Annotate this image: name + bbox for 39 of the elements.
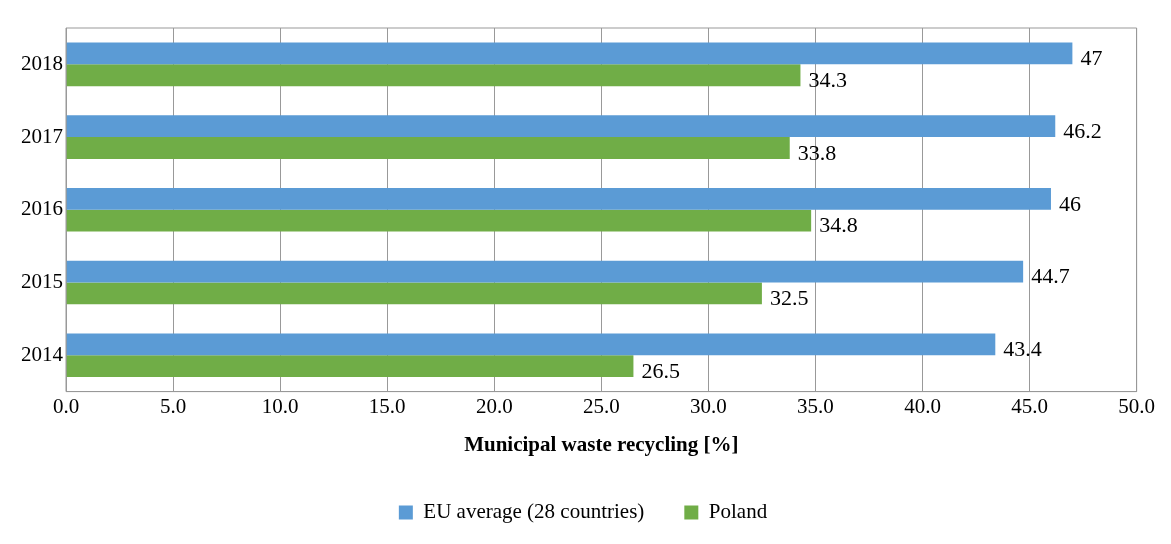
bar <box>66 209 812 232</box>
data-label: 46.2 <box>1063 117 1102 143</box>
x-tick-label: 5.0 <box>159 393 187 418</box>
x-tick-label: 20.0 <box>475 393 513 418</box>
y-tick-label: 2018 <box>21 50 63 75</box>
data-label: 34.3 <box>808 67 847 93</box>
x-tick-label: 25.0 <box>582 393 620 418</box>
data-label: 32.5 <box>769 285 809 311</box>
data-label: 33.8 <box>797 139 837 165</box>
y-tick-label: 2016 <box>21 196 63 221</box>
y-tick-label: 2014 <box>21 341 64 366</box>
x-tick-label: 30.0 <box>690 393 727 418</box>
bar <box>66 137 790 159</box>
x-tick-label: 15.0 <box>368 393 406 418</box>
y-tick-label: 2017 <box>21 123 63 148</box>
x-tick-label: 0.0 <box>52 393 80 418</box>
data-label: 44.7 <box>1031 263 1070 289</box>
legend-label: EU average (28 countries) <box>423 499 645 524</box>
legend-label: Poland <box>708 499 768 524</box>
bar <box>66 187 1051 210</box>
bar <box>66 282 762 305</box>
x-tick-label: 40.0 <box>904 393 941 418</box>
x-tick-label: 45.0 <box>1011 393 1048 418</box>
data-label: 47 <box>1080 45 1103 71</box>
x-axis-title: Municipal waste recycling [%] <box>464 431 739 456</box>
data-label: 34.8 <box>819 212 858 238</box>
data-label: 46 <box>1058 190 1081 216</box>
x-tick-label: 35.0 <box>797 393 834 418</box>
bar <box>66 333 996 356</box>
y-tick-label: 2015 <box>21 269 63 294</box>
data-label: 26.5 <box>641 357 680 383</box>
x-tick-label: 50.0 <box>1118 393 1155 418</box>
bar <box>66 355 634 378</box>
bar <box>66 64 801 87</box>
data-label: 43.4 <box>1003 336 1042 362</box>
x-tick-label: 10.0 <box>261 393 299 418</box>
bar <box>66 260 1024 283</box>
bar <box>66 42 1073 65</box>
bar <box>66 115 1056 138</box>
